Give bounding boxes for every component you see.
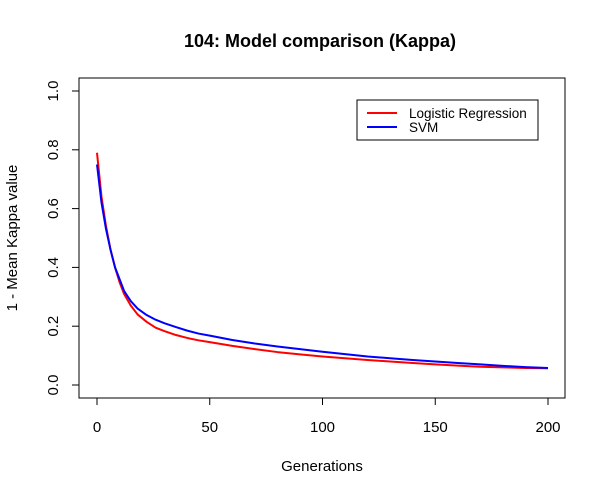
y-tick-label: 0.8 <box>45 139 62 160</box>
y-tick-label: 0.0 <box>45 375 62 396</box>
y-axis-label: 1 - Mean Kappa value <box>4 165 21 312</box>
y-tick-label: 1.0 <box>45 81 62 102</box>
y-tick-label: 0.2 <box>45 316 62 337</box>
y-tick-label: 0.6 <box>45 198 62 219</box>
x-axis-label: Generations <box>281 458 363 475</box>
y-axis: 0.0 0.2 0.4 0.6 0.8 1.0 <box>45 81 80 396</box>
x-tick-label: 50 <box>201 419 218 436</box>
x-tick-label: 0 <box>93 419 101 436</box>
x-tick-label: 200 <box>535 419 560 436</box>
x-tick-label: 150 <box>423 419 448 436</box>
legend-entry-label: SVM <box>409 120 438 135</box>
x-axis: 0 50 100 150 200 <box>93 397 561 436</box>
series-line-svm <box>96 164 549 369</box>
legend-box <box>356 99 539 141</box>
series-line-logistic-regression <box>96 152 549 370</box>
series-layer <box>96 152 549 370</box>
legend-entry-label: Logistic Regression <box>409 106 527 121</box>
y-tick-label: 0.4 <box>45 257 62 278</box>
chart-title: 104: Model comparison (Kappa) <box>184 31 456 51</box>
x-tick-label: 100 <box>310 419 335 436</box>
